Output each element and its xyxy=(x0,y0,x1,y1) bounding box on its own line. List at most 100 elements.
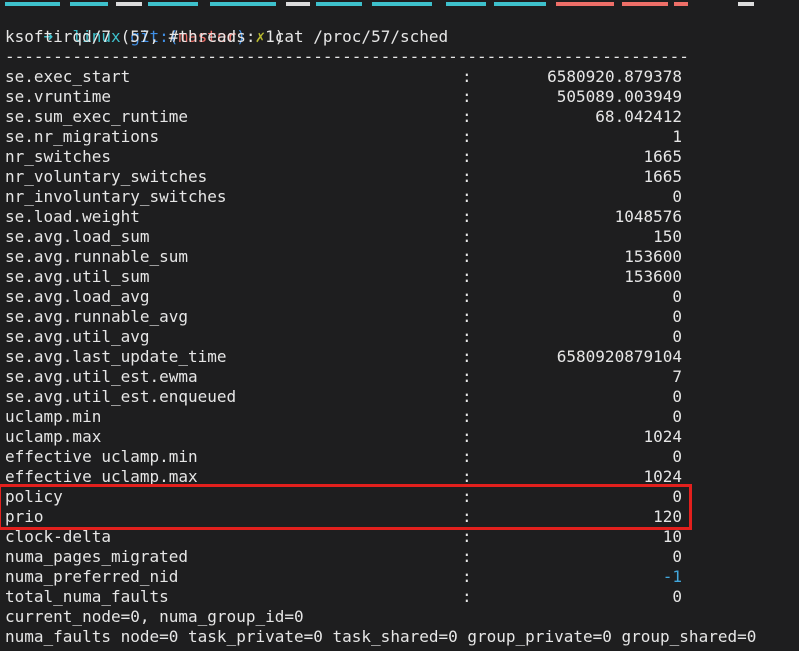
stat-colon: : xyxy=(462,547,472,566)
git-suffix: ) xyxy=(236,27,256,46)
clipped-glyph-sliver xyxy=(316,2,362,6)
stat-row: se.exec_start : 6580920.879378 xyxy=(0,67,690,87)
stat-colon: : xyxy=(462,367,472,386)
clipped-glyph-sliver xyxy=(5,2,60,6)
clipped-glyph-sliver xyxy=(556,2,614,6)
stat-key: se.avg.util_est.ewma xyxy=(5,367,198,386)
clipped-glyph-sliver xyxy=(276,2,286,6)
stat-key: uclamp.min xyxy=(5,407,102,426)
stat-colon: : xyxy=(462,307,472,326)
stat-colon: : xyxy=(462,287,472,306)
sched-stats-table-tail: clock-delta : 10 numa_pages_migrated : 0… xyxy=(0,527,690,607)
stat-row: se.avg.runnable_avg : 0 xyxy=(0,307,690,327)
stat-key: se.avg.util_est.enqueued xyxy=(5,387,237,406)
stat-row: numa_pages_migrated : 0 xyxy=(0,547,690,567)
stat-value: -1 xyxy=(662,567,682,586)
stat-value: 1024 xyxy=(643,467,682,486)
clipped-glyph-sliver xyxy=(372,2,432,6)
clipped-glyph-sliver xyxy=(70,2,108,6)
stat-key: se.nr_migrations xyxy=(5,127,160,146)
stat-key: se.avg.util_avg xyxy=(5,327,150,346)
stat-value: 1048576 xyxy=(614,207,682,226)
stat-colon: : xyxy=(462,587,472,606)
stat-value: 1 xyxy=(672,127,682,146)
stat-value: 1665 xyxy=(643,147,682,166)
typed-command: cat /proc/57/sched xyxy=(274,27,449,46)
stat-row: se.avg.last_update_time : 6580920879104 xyxy=(0,347,690,367)
sched-stats-table: se.exec_start : 6580920.879378 se.vrunti… xyxy=(0,67,690,487)
stat-colon: : xyxy=(462,67,472,86)
separator-line: ----------------------------------------… xyxy=(5,47,689,66)
clipped-glyph-sliver xyxy=(198,2,210,6)
stat-key: se.avg.runnable_avg xyxy=(5,307,189,326)
stat-colon: : xyxy=(462,407,472,426)
clipped-glyph-sliver xyxy=(494,2,546,6)
stat-row: se.sum_exec_runtime : 68.042412 xyxy=(0,107,690,127)
clipped-next-prompt-line: ➜ linux git:(master) ✗ xyxy=(0,647,799,651)
stat-colon: : xyxy=(462,447,472,466)
stat-value: 0 xyxy=(672,447,682,466)
stat-key: clock-delta xyxy=(5,527,111,546)
stat-row: clock-delta : 10 xyxy=(0,527,690,547)
shell-prompt-line: ➜ linux git:(master) ✗ cat /proc/57/sche… xyxy=(0,7,799,46)
clipped-glyph-sliver xyxy=(674,2,688,6)
stat-key: numa_preferred_nid xyxy=(5,567,179,586)
stat-row: se.vruntime : 505089.003949 xyxy=(0,87,690,107)
numa-summary-line: current_node=0, numa_group_id=0 xyxy=(5,607,304,626)
stat-colon: : xyxy=(462,267,472,286)
stat-row: se.avg.util_avg : 0 xyxy=(0,327,690,347)
stat-key: policy xyxy=(5,487,63,506)
stat-value: 0 xyxy=(672,407,682,426)
stat-value: 7 xyxy=(672,367,682,386)
stat-key: se.avg.runnable_sum xyxy=(5,247,189,266)
stat-key: se.avg.load_sum xyxy=(5,227,150,246)
clipped-glyph-sliver xyxy=(688,2,738,6)
stat-key: nr_voluntary_switches xyxy=(5,167,208,186)
stat-row: nr_voluntary_switches : 1665 xyxy=(0,167,690,187)
stat-value: 0 xyxy=(672,287,682,306)
policy-prio-highlight-box: policy : 0 prio : 120 xyxy=(0,484,692,530)
stat-key: se.vruntime xyxy=(5,87,111,106)
stat-value: 6580920879104 xyxy=(556,347,682,366)
git-prefix: git:( xyxy=(130,27,179,46)
clipped-glyph-sliver xyxy=(622,2,668,6)
stat-key: se.load.weight xyxy=(5,207,140,226)
stat-key: se.avg.util_sum xyxy=(5,267,150,286)
stat-row: se.avg.util_est.enqueued : 0 xyxy=(0,387,690,407)
stat-key: effective uclamp.max xyxy=(5,467,198,486)
clipped-glyph-sliver xyxy=(446,2,486,6)
stat-colon: : xyxy=(462,247,472,266)
clipped-glyph-sliver xyxy=(210,2,276,6)
stat-colon: : xyxy=(462,507,472,526)
stat-colon: : xyxy=(462,87,472,106)
stat-key: se.exec_start xyxy=(5,67,131,86)
clipped-glyph-sliver xyxy=(148,2,198,6)
stat-value: 0 xyxy=(672,387,682,406)
stat-value: 0 xyxy=(672,327,682,346)
stat-colon: : xyxy=(462,187,472,206)
stat-colon: : xyxy=(462,207,472,226)
stat-key: effective uclamp.min xyxy=(5,447,198,466)
stat-value: 6580920.879378 xyxy=(547,67,682,86)
stat-row: policy : 0 xyxy=(1,487,689,507)
stat-row: effective uclamp.max : 1024 xyxy=(0,467,690,487)
stat-value: 1665 xyxy=(643,167,682,186)
stat-row: nr_switches : 1665 xyxy=(0,147,690,167)
stat-value: 153600 xyxy=(624,267,682,286)
stat-row: uclamp.max : 1024 xyxy=(0,427,690,447)
clipped-glyph-sliver xyxy=(546,2,556,6)
stat-row: se.avg.load_sum : 150 xyxy=(0,227,690,247)
stat-key: total_numa_faults xyxy=(5,587,169,606)
stat-row: prio : 120 xyxy=(1,507,689,527)
clipped-glyph-sliver xyxy=(116,2,142,6)
stat-value: 150 xyxy=(653,227,682,246)
clipped-glyph-sliver xyxy=(60,2,70,6)
stat-row: total_numa_faults : 0 xyxy=(0,587,690,607)
stat-colon: : xyxy=(462,227,472,246)
stat-colon: : xyxy=(462,467,472,486)
stat-row: effective uclamp.min : 0 xyxy=(0,447,690,467)
stat-row: se.load.weight : 1048576 xyxy=(0,207,690,227)
numa-faults-line: numa_faults node=0 task_private=0 task_s… xyxy=(5,627,757,646)
stat-value: 68.042412 xyxy=(595,107,682,126)
